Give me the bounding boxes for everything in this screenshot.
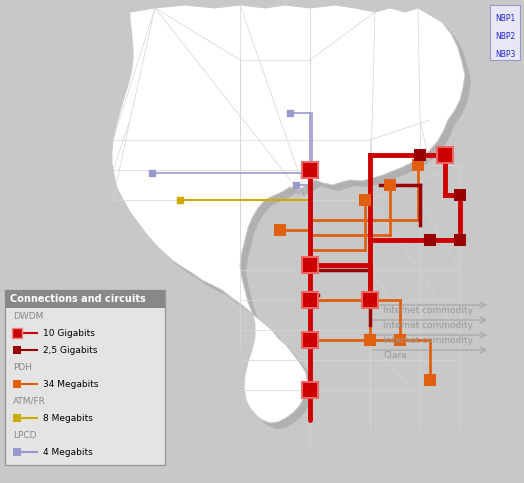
Text: 34 Megabits: 34 Megabits: [43, 380, 99, 388]
Bar: [394, 334, 406, 346]
Bar: [437, 147, 453, 163]
Text: Connections and circuits: Connections and circuits: [10, 294, 146, 304]
Text: 8 Megabits: 8 Megabits: [43, 413, 93, 423]
Text: NBP1: NBP1: [495, 14, 515, 23]
Bar: [454, 189, 466, 201]
Text: Internet commodity: Internet commodity: [383, 336, 473, 344]
Bar: [13, 380, 21, 388]
Text: Internet commodity: Internet commodity: [383, 321, 473, 329]
Bar: [424, 374, 436, 386]
Text: DWDM: DWDM: [13, 312, 43, 321]
Text: 4 Megabits: 4 Megabits: [43, 448, 93, 456]
Bar: [454, 234, 466, 246]
Bar: [302, 382, 318, 398]
Bar: [302, 332, 318, 348]
Text: Clara: Clara: [383, 351, 407, 359]
Text: 2,5 Gigabits: 2,5 Gigabits: [43, 345, 97, 355]
Bar: [362, 292, 378, 308]
Bar: [13, 414, 21, 422]
Bar: [490, 5, 520, 60]
Bar: [424, 234, 436, 246]
Text: NBP3: NBP3: [495, 49, 515, 58]
Bar: [5, 290, 165, 465]
Bar: [12, 328, 22, 338]
Bar: [302, 292, 318, 308]
Bar: [13, 346, 21, 354]
Bar: [414, 149, 426, 161]
Bar: [384, 179, 396, 191]
Bar: [359, 194, 371, 206]
Polygon shape: [112, 5, 465, 423]
Text: PDH: PDH: [13, 363, 32, 371]
Text: ATM/FR: ATM/FR: [13, 397, 46, 406]
Text: 10 Gigabits: 10 Gigabits: [43, 328, 95, 338]
Bar: [13, 448, 21, 456]
Polygon shape: [118, 11, 471, 429]
Text: Internet commodity: Internet commodity: [383, 306, 473, 314]
Bar: [274, 224, 286, 236]
Bar: [412, 159, 424, 171]
Bar: [364, 334, 376, 346]
Text: NBP2: NBP2: [495, 31, 515, 41]
Bar: [5, 290, 165, 308]
Text: LPCD: LPCD: [13, 430, 37, 440]
Bar: [302, 162, 318, 178]
Bar: [302, 257, 318, 273]
